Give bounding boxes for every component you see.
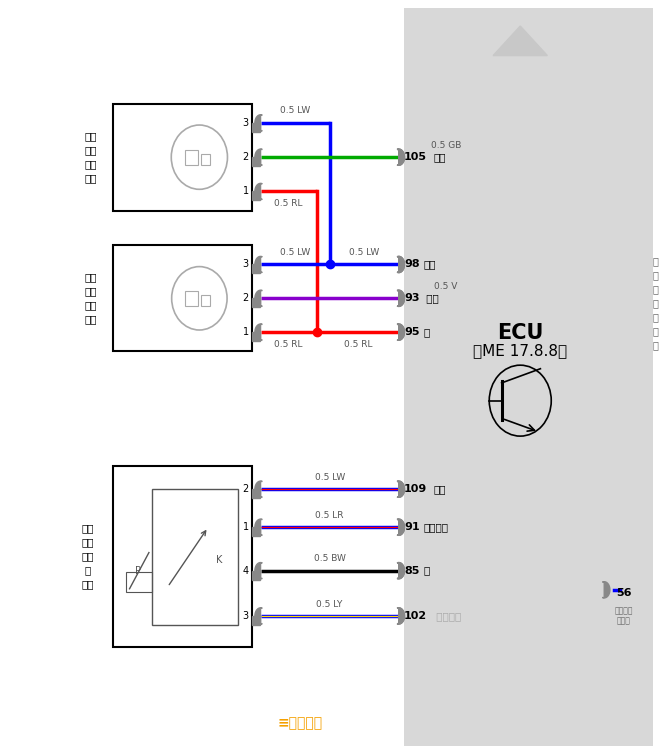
- Bar: [152, 489, 238, 625]
- Polygon shape: [255, 324, 262, 340]
- Polygon shape: [397, 290, 404, 306]
- Text: 3: 3: [243, 611, 249, 621]
- Text: 0.5 LW: 0.5 LW: [349, 248, 380, 257]
- Polygon shape: [397, 608, 404, 624]
- Polygon shape: [397, 562, 404, 579]
- Polygon shape: [255, 183, 262, 200]
- Bar: [252, 299, 260, 307]
- Polygon shape: [397, 149, 404, 165]
- Polygon shape: [397, 290, 404, 306]
- Bar: [252, 123, 260, 132]
- Text: 0.5 BW: 0.5 BW: [314, 554, 346, 563]
- Text: 0.5 V: 0.5 V: [434, 282, 458, 291]
- Text: 2: 2: [242, 484, 249, 494]
- Bar: [113, 103, 252, 211]
- Polygon shape: [397, 149, 404, 165]
- Text: 0.5 RL: 0.5 RL: [274, 199, 303, 208]
- Bar: [404, 8, 653, 746]
- Text: 0.5 LW: 0.5 LW: [314, 473, 345, 482]
- Text: 95: 95: [404, 327, 420, 337]
- Text: K: K: [216, 555, 222, 565]
- Polygon shape: [397, 256, 404, 273]
- Text: 进气
側相
位传
感器: 进气 側相 位传 感器: [85, 272, 97, 324]
- Text: 冷
却
水
温
传
感
器: 冷 却 水 温 传 感 器: [653, 256, 659, 350]
- Text: 压力信号: 压力信号: [424, 523, 448, 532]
- Text: 85: 85: [404, 566, 420, 575]
- Bar: [252, 527, 260, 536]
- Text: ≡汽修帮手: ≡汽修帮手: [278, 716, 323, 730]
- Polygon shape: [255, 608, 262, 624]
- Polygon shape: [397, 256, 404, 273]
- Text: 1: 1: [243, 186, 249, 197]
- Polygon shape: [397, 324, 404, 340]
- Polygon shape: [397, 481, 404, 498]
- Text: 1: 1: [243, 327, 249, 337]
- Polygon shape: [397, 608, 404, 624]
- Text: 电源: 电源: [424, 259, 436, 269]
- Text: 0.5 GB: 0.5 GB: [431, 141, 461, 150]
- Text: 温度信号: 温度信号: [433, 611, 462, 621]
- Text: ECU: ECU: [497, 323, 543, 342]
- Text: 56: 56: [616, 588, 631, 598]
- Text: 4: 4: [243, 566, 249, 575]
- Polygon shape: [397, 324, 404, 340]
- Bar: [252, 192, 260, 201]
- Bar: [127, 572, 152, 593]
- Polygon shape: [255, 519, 262, 535]
- Text: 排气
側相
位传
感器: 排气 側相 位传 感器: [85, 131, 97, 183]
- Polygon shape: [397, 481, 404, 498]
- Text: 2: 2: [242, 152, 249, 162]
- Text: 0.5 RL: 0.5 RL: [344, 339, 372, 348]
- Polygon shape: [603, 581, 610, 598]
- Polygon shape: [255, 290, 262, 306]
- Text: 102: 102: [404, 611, 427, 621]
- Text: 91: 91: [404, 523, 420, 532]
- Bar: [185, 150, 198, 164]
- Polygon shape: [493, 26, 547, 56]
- Text: 占空比信
号输出: 占空比信 号输出: [614, 606, 633, 626]
- Text: 信号: 信号: [424, 293, 439, 303]
- Text: （ME 17.8.8）: （ME 17.8.8）: [473, 344, 567, 359]
- Text: 0.5 RL: 0.5 RL: [274, 339, 303, 348]
- Text: 电源: 电源: [433, 484, 446, 494]
- Bar: [200, 296, 210, 305]
- Text: 105: 105: [404, 152, 427, 162]
- Text: 0.5 LW: 0.5 LW: [280, 248, 310, 257]
- Bar: [252, 489, 260, 498]
- Text: 93: 93: [404, 293, 420, 303]
- Text: 0.5 LY: 0.5 LY: [316, 599, 343, 608]
- Text: 109: 109: [404, 484, 427, 494]
- Text: 信号: 信号: [433, 152, 446, 162]
- Text: 1: 1: [243, 523, 249, 532]
- Text: 地: 地: [424, 327, 430, 337]
- Polygon shape: [255, 481, 262, 498]
- Polygon shape: [255, 256, 262, 273]
- Bar: [252, 571, 260, 580]
- Bar: [252, 265, 260, 274]
- Bar: [185, 291, 198, 305]
- Text: P: P: [135, 566, 141, 575]
- Text: 3: 3: [243, 118, 249, 128]
- Text: 0.5 LR: 0.5 LR: [316, 510, 344, 520]
- Polygon shape: [397, 519, 404, 535]
- Polygon shape: [397, 562, 404, 579]
- Bar: [200, 154, 210, 164]
- Bar: [252, 332, 260, 341]
- Bar: [113, 466, 252, 647]
- Polygon shape: [255, 115, 262, 131]
- Text: 98: 98: [404, 259, 420, 269]
- Polygon shape: [397, 519, 404, 535]
- Text: 进气
温度
压力
传
感器: 进气 温度 压力 传 感器: [81, 523, 94, 589]
- Bar: [113, 246, 252, 351]
- Bar: [252, 616, 260, 625]
- Text: 2: 2: [242, 293, 249, 303]
- Text: 0.5 LW: 0.5 LW: [280, 106, 310, 115]
- Polygon shape: [255, 149, 262, 165]
- Text: 3: 3: [243, 259, 249, 269]
- Text: 地: 地: [424, 566, 430, 575]
- Polygon shape: [255, 562, 262, 579]
- Bar: [252, 157, 260, 166]
